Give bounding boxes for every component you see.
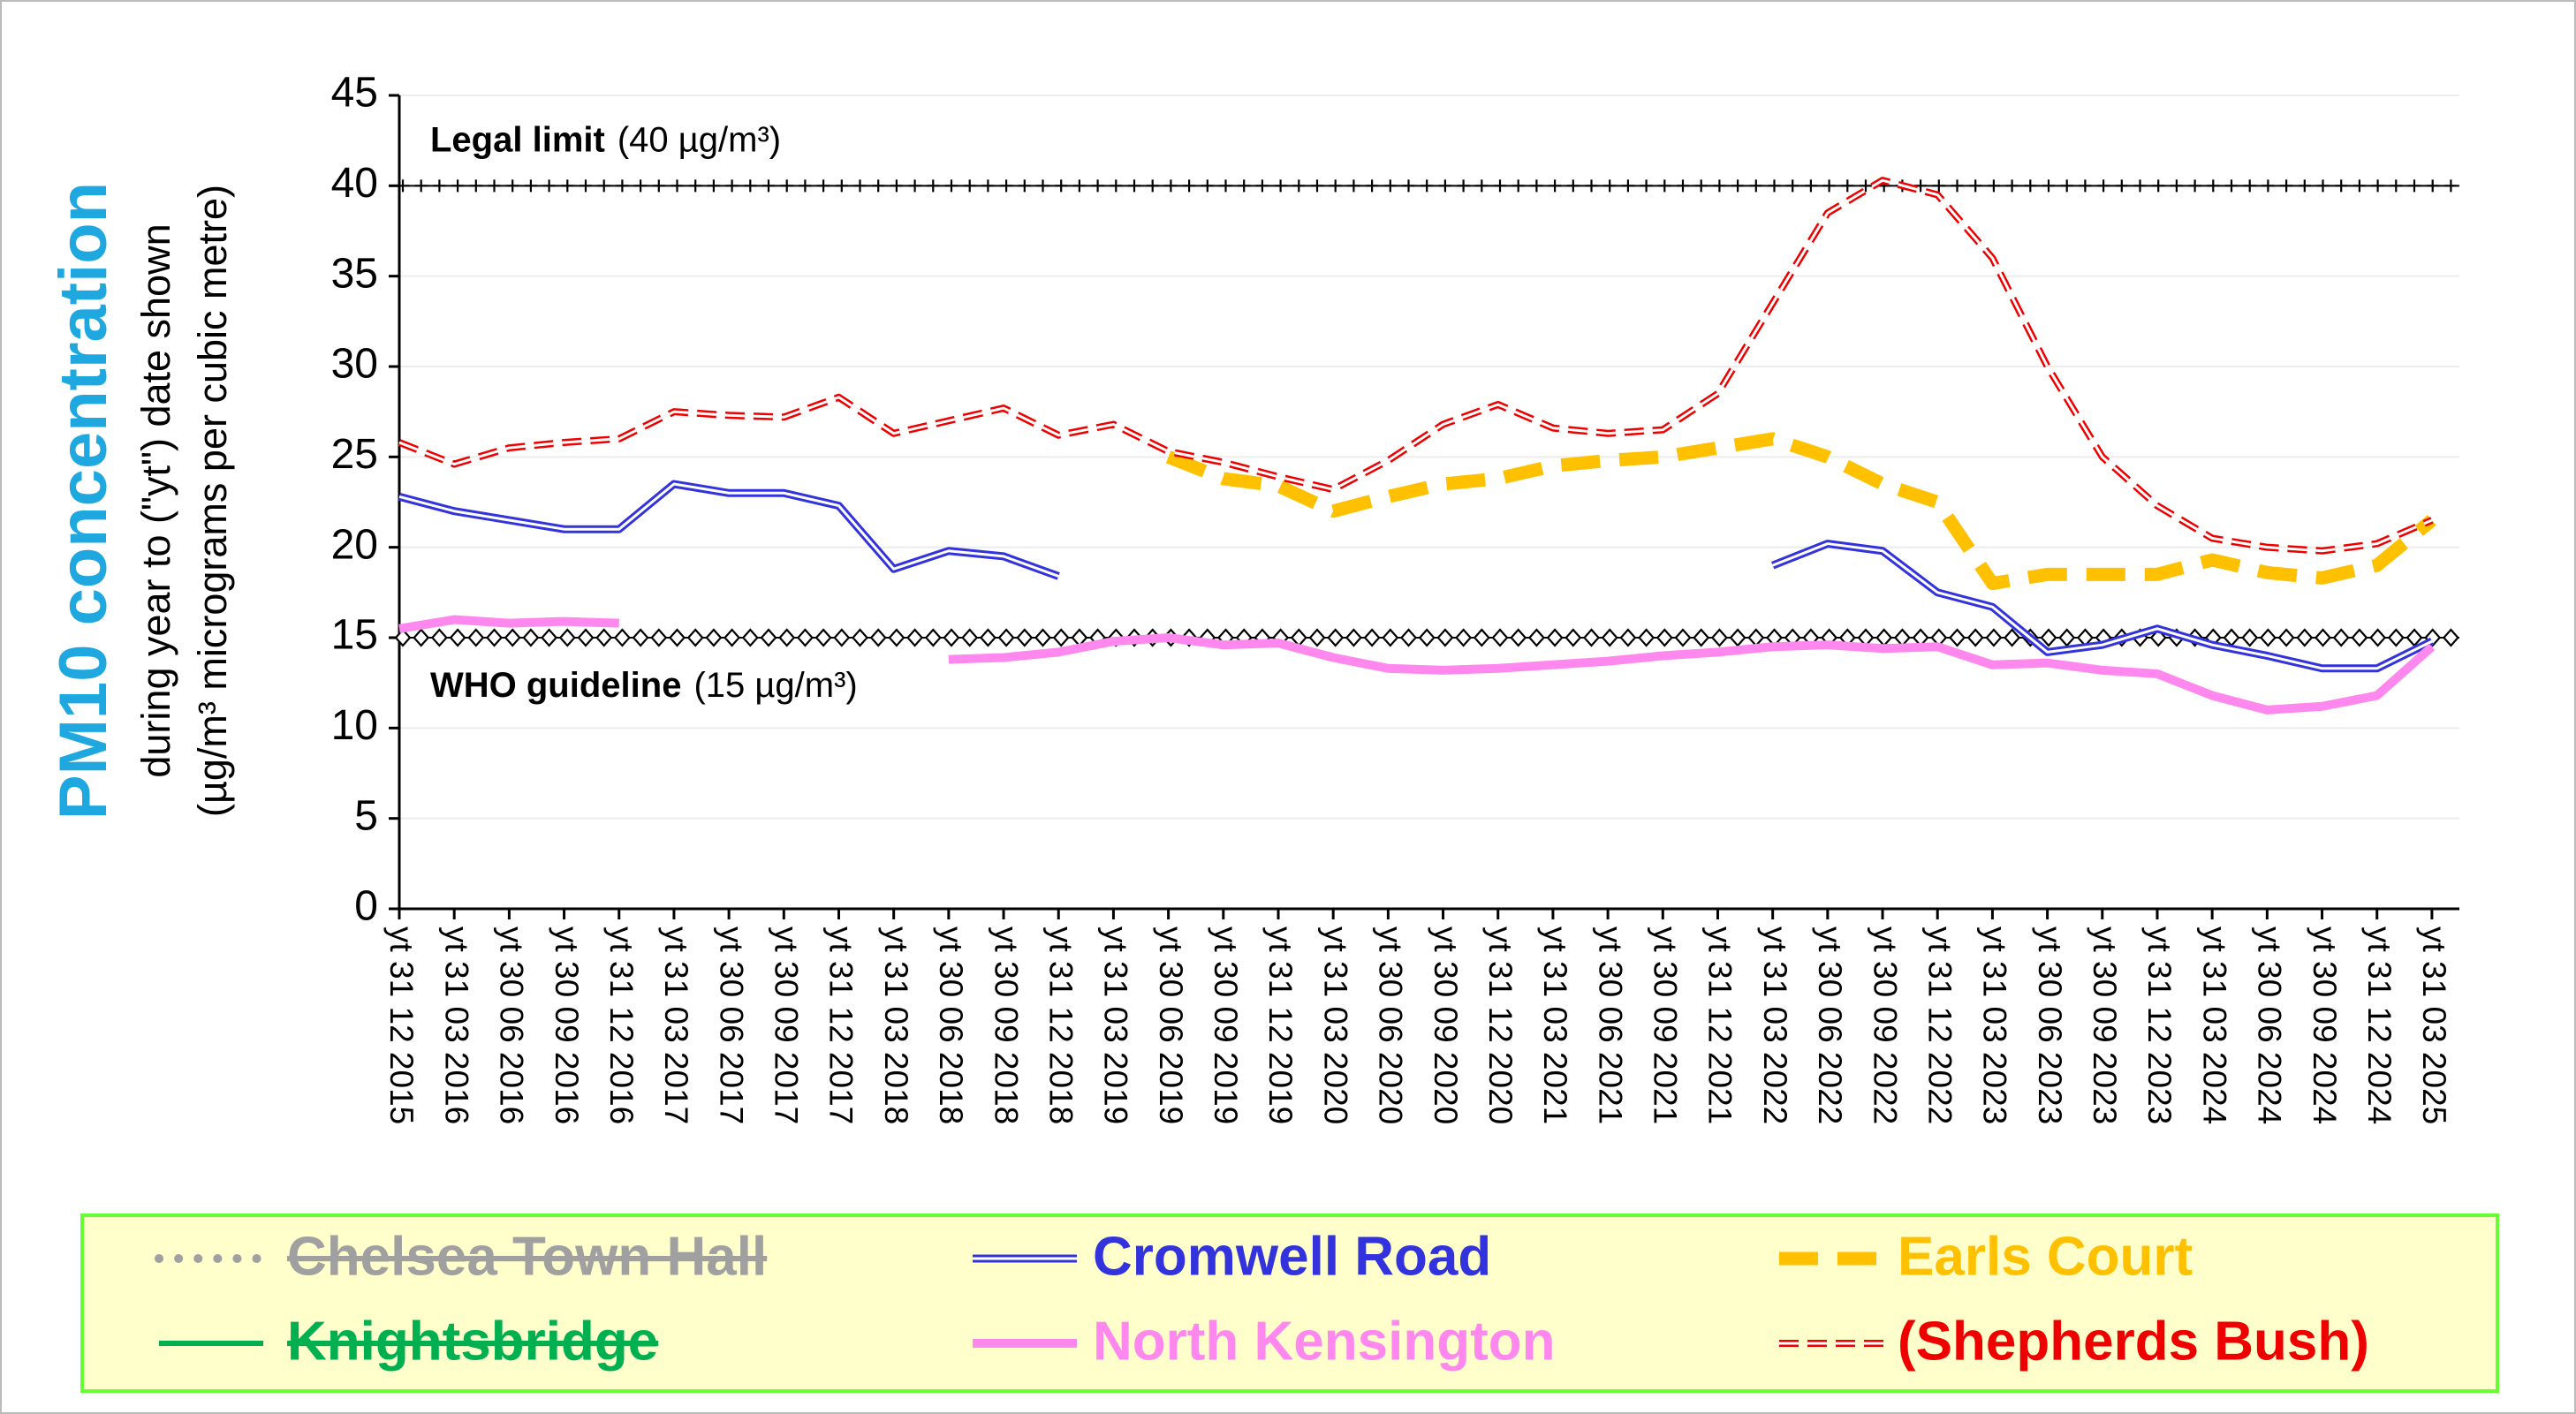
legend-label: (Shepherds Bush) [1898, 1311, 2369, 1372]
x-tick-label: yt 31 03 2025 [2416, 926, 2452, 1124]
y-tick-label: 20 [331, 521, 378, 568]
x-tick-label: yt 31 03 2016 [438, 926, 474, 1124]
reference-annotation: Legal limit (40 µg/m³) [430, 120, 781, 159]
x-tick-label: yt 31 03 2019 [1098, 926, 1134, 1124]
x-tick-label: yt 30 06 2023 [2032, 926, 2068, 1124]
x-tick-label: yt 30 09 2024 [2307, 926, 2343, 1124]
x-tick-label: yt 30 06 2024 [2252, 926, 2288, 1124]
reference-label: WHO guideline [430, 666, 681, 705]
y-tick-label: 40 [331, 160, 378, 207]
x-tick-label: yt 31 03 2022 [1757, 926, 1793, 1124]
x-tick-label: yt 30 09 2018 [988, 926, 1024, 1124]
series-line [1165, 432, 2436, 591]
x-tick-label: yt 31 12 2024 [2361, 926, 2398, 1124]
y-tick-label: 10 [331, 702, 378, 749]
x-tick-label: yt 31 12 2017 [823, 926, 860, 1124]
x-tick-label: yt 30 09 2022 [1867, 926, 1903, 1124]
y-axis-subtitle: during year to ("yt") date shown [133, 223, 178, 777]
x-tick-label: yt 30 06 2020 [1373, 926, 1409, 1124]
x-tick-label: yt 31 03 2018 [878, 926, 914, 1124]
legend-label: North Kensington [1093, 1311, 1556, 1372]
x-tick-label: yt 30 06 2019 [1153, 926, 1189, 1124]
reference-value-label: (15 µg/m³) [693, 666, 857, 705]
x-tick-label: yt 31 03 2023 [1977, 926, 2013, 1124]
reference-label: Legal limit [430, 120, 605, 159]
series-line [1772, 542, 2433, 670]
legend-label: Knightsbridge [287, 1311, 658, 1372]
x-tick-label: yt 31 12 2018 [1042, 926, 1079, 1124]
x-tick-label: yt 31 12 2020 [1482, 926, 1519, 1124]
x-tick-label: yt 30 06 2017 [713, 926, 749, 1124]
y-tick-label: 35 [331, 250, 378, 297]
reference-markers [397, 179, 2458, 193]
y-tick-label: 5 [354, 792, 378, 839]
x-tick-label: yt 31 12 2016 [603, 926, 640, 1124]
x-tick-label: yt 30 09 2017 [769, 926, 805, 1124]
x-tick-label: yt 31 03 2020 [1317, 926, 1353, 1124]
series-line [398, 482, 1059, 578]
series-line [948, 633, 2436, 715]
legend-label: Chelsea Town Hall [287, 1226, 767, 1287]
series-line [398, 615, 619, 633]
x-tick-label: yt 31 12 2021 [1702, 926, 1739, 1124]
x-tick-label: yt 31 12 2019 [1262, 926, 1299, 1124]
x-tick-label: yt 30 09 2021 [1648, 926, 1684, 1124]
y-tick-label: 15 [331, 612, 378, 659]
y-tick-label: 25 [331, 431, 378, 478]
y-axis-subtitle: (µg/m³ micrograms per cubic metre) [190, 185, 235, 817]
x-tick-label: yt 31 12 2015 [383, 926, 420, 1124]
x-tick-label: yt 30 06 2022 [1812, 926, 1848, 1124]
legend-label: Earls Court [1898, 1226, 2193, 1287]
x-tick-label: yt 31 03 2017 [658, 926, 694, 1124]
legend-label: Cromwell Road [1093, 1226, 1491, 1287]
y-axis-title: PM10 concentration [46, 182, 121, 820]
x-tick-label: yt 30 09 2020 [1428, 926, 1464, 1124]
series-line [398, 178, 2433, 553]
x-tick-label: yt 31 12 2022 [1921, 926, 1958, 1124]
legend-box [80, 1214, 2499, 1393]
x-tick-label: yt 30 06 2018 [933, 926, 969, 1124]
y-tick-label: 30 [331, 341, 378, 388]
x-tick-label: yt 30 09 2023 [2087, 926, 2123, 1124]
y-tick-label: 45 [331, 70, 378, 117]
x-tick-label: yt 31 12 2023 [2141, 926, 2178, 1124]
reference-value-label: (40 µg/m³) [617, 120, 781, 159]
x-tick-label: yt 30 09 2019 [1208, 926, 1244, 1124]
x-tick-label: yt 31 03 2024 [2196, 926, 2232, 1124]
x-tick-label: yt 30 06 2021 [1592, 926, 1628, 1124]
y-tick-label: 0 [354, 883, 378, 930]
x-tick-label: yt 30 09 2016 [549, 926, 585, 1124]
x-tick-label: yt 30 06 2016 [494, 926, 530, 1124]
reference-annotation: WHO guideline (15 µg/m³) [430, 666, 858, 705]
x-tick-label: yt 31 03 2021 [1537, 926, 1573, 1124]
